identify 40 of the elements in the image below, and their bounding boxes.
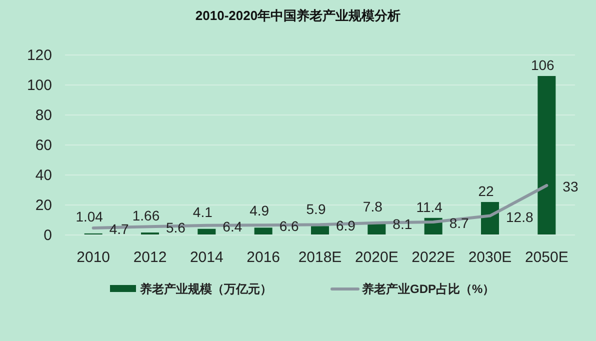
data-label: 22: [478, 183, 494, 199]
data-label: 4.7: [109, 220, 130, 237]
y-tick-label: 40: [35, 167, 52, 184]
y-tick-label: 60: [35, 137, 52, 154]
data-label: 33: [562, 178, 578, 194]
bar: [538, 76, 556, 235]
x-tick-label: 2012: [133, 249, 167, 266]
data-label: 11.4: [416, 198, 443, 215]
data-label: 5.6: [166, 220, 186, 236]
x-tick-label: 2018E: [298, 249, 342, 266]
x-tick-label: 2030E: [468, 249, 512, 266]
y-tick-label: 100: [26, 77, 52, 94]
x-tick-label: 2010: [76, 249, 110, 266]
x-tick-label: 2014: [190, 249, 224, 266]
x-tick-label: 2050E: [524, 249, 568, 266]
data-label: 4.1: [192, 204, 213, 220]
y-tick-label: 80: [35, 107, 52, 124]
y-tick-label: 20: [35, 197, 52, 214]
data-label: 7.8: [362, 198, 383, 214]
data-label: 1.66: [132, 208, 160, 224]
bar: [311, 226, 329, 235]
data-label: 8.1: [392, 216, 412, 232]
y-tick-label: 0: [44, 227, 52, 244]
chart-title: 2010-2020年中国养老产业规模分析: [195, 8, 401, 23]
data-label: 6.9: [336, 218, 356, 234]
data-label: 6.4: [222, 218, 242, 234]
data-label: 4.9: [250, 202, 270, 219]
y-tick-label: 120: [26, 47, 52, 64]
x-tick-label: 2020E: [354, 249, 398, 266]
data-label: 8.7: [449, 214, 470, 231]
legend-label: 养老产业GDP占比（%）: [361, 282, 495, 296]
data-label: 1.04: [76, 208, 104, 224]
data-label: 6.6: [279, 218, 300, 234]
x-tick-label: 2016: [246, 249, 280, 266]
bar: [254, 228, 272, 235]
x-tick-label: 2022E: [412, 249, 456, 266]
data-label: 5.9: [306, 201, 326, 218]
legend-label: 养老产业规模（万亿元）: [139, 282, 272, 296]
data-label: 12.8: [506, 208, 534, 225]
data-label: 106: [530, 57, 555, 73]
